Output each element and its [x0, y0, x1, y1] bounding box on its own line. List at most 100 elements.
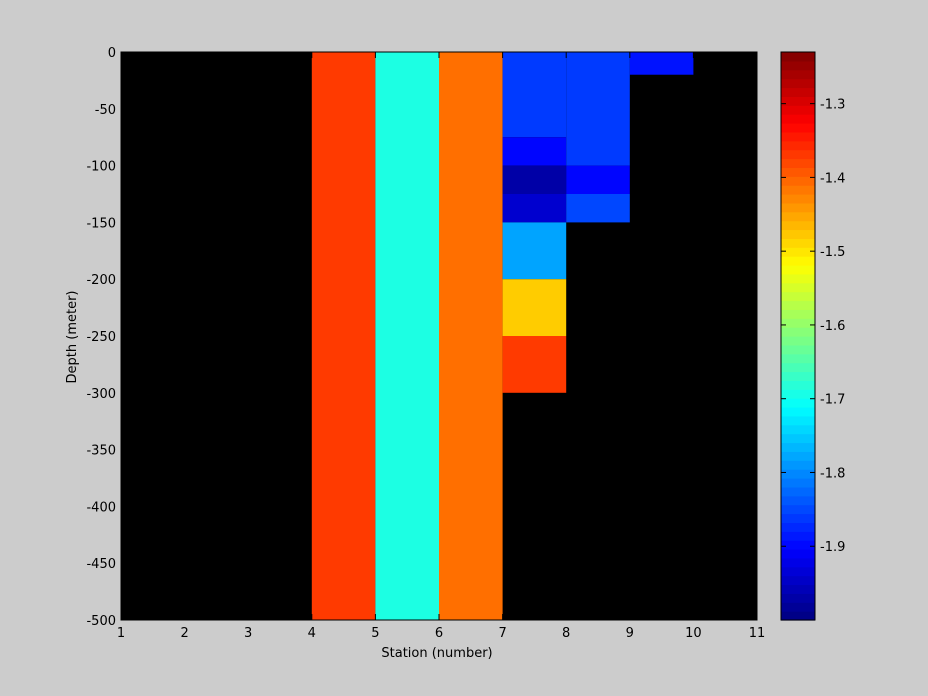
colorbar-band: [781, 522, 815, 532]
heatmap-cell: [311, 52, 376, 620]
colorbar-band: [781, 96, 815, 106]
colorbar-band: [781, 291, 815, 302]
x-tick-label: 7: [498, 626, 506, 641]
colorbar-tick-label: -1.4: [820, 171, 845, 186]
colorbar-band: [781, 478, 815, 488]
x-tick-label: 3: [244, 626, 252, 641]
y-tick-label: -150: [86, 216, 116, 231]
colorbar-band: [781, 557, 815, 568]
colorbar-band: [781, 140, 815, 151]
heatmap-cell: [439, 52, 503, 620]
colorbar-band: [781, 327, 815, 337]
colorbar-band: [781, 185, 815, 195]
colorbar-band: [781, 105, 815, 115]
y-tick-label: -50: [95, 103, 116, 118]
colorbar-tick-label: -1.7: [820, 393, 845, 408]
colorbar-band: [781, 202, 815, 213]
colorbar-band: [781, 273, 815, 284]
colorbar-frame: [780, 51, 816, 621]
y-axis-label: Depth (meter): [65, 291, 80, 384]
heatmap-cell: [502, 194, 567, 223]
colorbar-band: [781, 60, 815, 71]
heatmap-cell: [502, 137, 567, 166]
colorbar-band: [781, 540, 815, 550]
colorbar-band: [781, 344, 815, 355]
colorbar-gradient: [781, 52, 815, 621]
colorbar-band: [781, 380, 815, 390]
colorbar-band: [781, 584, 815, 594]
colorbar-band: [781, 415, 815, 426]
colorbar-band: [781, 52, 815, 62]
y-tick-label: -450: [86, 557, 116, 572]
heatmap-cell: [566, 194, 630, 223]
y-tick-label: 0: [108, 46, 116, 61]
colorbar-band: [781, 114, 815, 124]
colorbar-band: [781, 566, 815, 577]
colorbar-band: [781, 602, 815, 612]
colorbar-band: [781, 407, 815, 417]
heatmap-cell: [566, 52, 630, 166]
colorbar-tick-label: -1.6: [820, 319, 845, 334]
colorbar-band: [781, 300, 815, 310]
y-axis: 0 -50 -100 -150 -200 -250 -300 -350 -400 -450 -500: [86, 46, 757, 629]
colorbar-band: [781, 336, 815, 346]
colorbar-band: [781, 353, 815, 364]
colorbar-band: [781, 167, 815, 177]
colorbar-band: [781, 229, 815, 239]
x-tick-label: 5: [371, 626, 379, 641]
colorbar-band: [781, 78, 815, 89]
colorbar-band: [781, 158, 815, 168]
colorbar-band: [781, 575, 815, 586]
colorbar-band: [781, 442, 815, 452]
colorbar-band: [781, 513, 815, 523]
colorbar-band: [781, 611, 815, 621]
colorbar-band: [781, 309, 815, 319]
colorbar-band: [781, 282, 815, 293]
colorbar-tick-label: -1.8: [820, 466, 845, 481]
colorbar-axis: -1.3 -1.4 -1.5 -1.6 -1.7 -1.8 -1.9: [781, 98, 845, 555]
x-tick-label: 9: [626, 626, 634, 641]
colorbar-band: [781, 149, 815, 160]
colorbar-band: [781, 433, 815, 444]
x-axis-label: Station (number): [381, 646, 492, 661]
heatmap-cell: [502, 222, 567, 280]
colorbar-band: [781, 460, 815, 470]
colorbar-band: [781, 398, 815, 408]
colorbar-band: [781, 123, 815, 133]
colorbar-band: [781, 495, 815, 506]
heatmap-cells: [311, 52, 694, 620]
colorbar-band: [781, 131, 815, 142]
colorbar-band: [781, 265, 815, 275]
y-tick-label: -200: [86, 273, 116, 288]
y-tick-label: -100: [86, 160, 116, 175]
colorbar-band: [781, 593, 815, 603]
colorbar-band: [781, 194, 815, 204]
x-tick-label: 2: [180, 626, 188, 641]
y-tick-label: -350: [86, 444, 116, 459]
colorbar-band: [781, 256, 815, 266]
colorbar-band: [781, 504, 815, 515]
heatmap-cell: [629, 52, 694, 75]
x-tick-label: 6: [435, 626, 443, 641]
colorbar-band: [781, 238, 815, 248]
heatmap-cell: [502, 165, 567, 194]
colorbar-band: [781, 486, 815, 497]
x-tick-label: 10: [685, 626, 702, 641]
colorbar-band: [781, 424, 815, 435]
colorbar-band: [781, 389, 815, 399]
y-tick-label: -500: [86, 614, 116, 629]
colorbar-band: [781, 318, 815, 328]
heatmap-cell: [375, 52, 439, 620]
heatmap-cell: [566, 165, 630, 194]
x-tick-label: 11: [749, 626, 766, 641]
y-tick-label: -400: [86, 500, 116, 515]
colorbar-tick-label: -1.3: [820, 98, 845, 113]
x-tick-label: 1: [117, 626, 125, 641]
x-tick-label: 4: [308, 626, 316, 641]
y-tick-label: -300: [86, 387, 116, 402]
colorbar-band: [781, 176, 815, 186]
colorbar: -1.3 -1.4 -1.5 -1.6 -1.7 -1.8 -1.9: [780, 51, 845, 621]
colorbar-tick-label: -1.5: [820, 245, 845, 260]
colorbar-band: [781, 469, 815, 479]
